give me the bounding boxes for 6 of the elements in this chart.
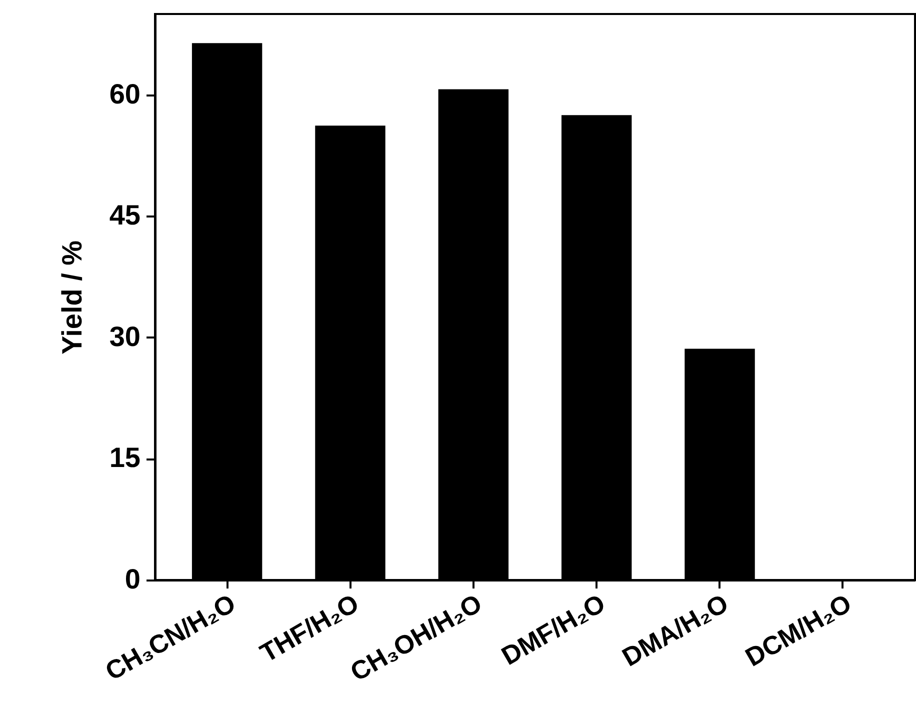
y-tick-label: 45 <box>109 200 140 231</box>
y-tick-label: 30 <box>109 320 140 352</box>
y-axis-title: Yield / % <box>56 240 88 355</box>
y-tick-label: 0 <box>124 564 140 594</box>
y-tick-label: 15 <box>109 442 140 474</box>
y-tick-label: 60 <box>109 78 140 110</box>
